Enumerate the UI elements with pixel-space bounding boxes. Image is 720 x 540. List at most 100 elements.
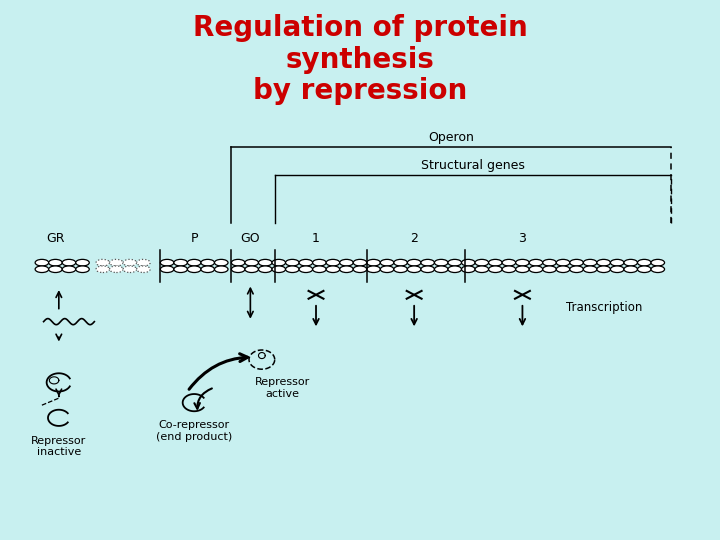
Ellipse shape <box>434 266 448 273</box>
Ellipse shape <box>516 259 529 266</box>
Ellipse shape <box>109 259 123 266</box>
Ellipse shape <box>109 266 123 273</box>
Ellipse shape <box>408 259 421 266</box>
Ellipse shape <box>62 266 76 273</box>
Ellipse shape <box>502 266 516 273</box>
Ellipse shape <box>161 259 174 266</box>
Ellipse shape <box>123 266 137 273</box>
Ellipse shape <box>231 266 245 273</box>
Ellipse shape <box>543 259 557 266</box>
Ellipse shape <box>96 259 109 266</box>
Ellipse shape <box>637 259 651 266</box>
Ellipse shape <box>394 266 408 273</box>
Ellipse shape <box>434 259 448 266</box>
Ellipse shape <box>326 259 340 266</box>
Ellipse shape <box>408 266 421 273</box>
Text: Structural genes: Structural genes <box>421 159 526 172</box>
Ellipse shape <box>651 266 665 273</box>
Text: Regulation of protein
synthesis
by repression: Regulation of protein synthesis by repre… <box>193 15 527 105</box>
Ellipse shape <box>49 259 62 266</box>
Ellipse shape <box>597 266 611 273</box>
Ellipse shape <box>583 266 597 273</box>
Ellipse shape <box>651 259 665 266</box>
Text: 2: 2 <box>410 232 418 245</box>
Ellipse shape <box>637 266 651 273</box>
Ellipse shape <box>421 259 434 266</box>
Ellipse shape <box>245 266 258 273</box>
Ellipse shape <box>354 259 366 266</box>
Text: Co-repressor
(end product): Co-repressor (end product) <box>156 420 233 442</box>
Ellipse shape <box>624 259 637 266</box>
Text: P: P <box>190 232 198 245</box>
Ellipse shape <box>35 266 49 273</box>
Ellipse shape <box>448 266 462 273</box>
Ellipse shape <box>187 266 201 273</box>
Ellipse shape <box>312 266 326 273</box>
Ellipse shape <box>35 259 49 266</box>
Ellipse shape <box>215 259 228 266</box>
Ellipse shape <box>421 266 434 273</box>
Ellipse shape <box>475 259 489 266</box>
Ellipse shape <box>62 259 76 266</box>
Ellipse shape <box>258 259 272 266</box>
Ellipse shape <box>543 266 557 273</box>
Ellipse shape <box>137 266 150 273</box>
Ellipse shape <box>570 259 583 266</box>
Ellipse shape <box>201 266 215 273</box>
Ellipse shape <box>597 259 611 266</box>
Ellipse shape <box>340 266 354 273</box>
Ellipse shape <box>354 266 366 273</box>
Ellipse shape <box>201 259 215 266</box>
Text: GR: GR <box>46 232 65 245</box>
Text: Transcription: Transcription <box>567 301 643 314</box>
Ellipse shape <box>529 266 543 273</box>
Ellipse shape <box>529 259 543 266</box>
Ellipse shape <box>272 266 286 273</box>
Ellipse shape <box>475 266 489 273</box>
Ellipse shape <box>624 266 637 273</box>
Ellipse shape <box>570 266 583 273</box>
Ellipse shape <box>557 259 570 266</box>
Ellipse shape <box>394 259 408 266</box>
Ellipse shape <box>448 259 462 266</box>
Ellipse shape <box>231 259 245 266</box>
Ellipse shape <box>380 266 394 273</box>
Ellipse shape <box>286 266 299 273</box>
Text: 3: 3 <box>518 232 526 245</box>
Ellipse shape <box>245 259 258 266</box>
Ellipse shape <box>326 266 340 273</box>
Ellipse shape <box>215 266 228 273</box>
Ellipse shape <box>137 259 150 266</box>
Ellipse shape <box>462 259 475 266</box>
Ellipse shape <box>489 266 502 273</box>
Ellipse shape <box>312 259 326 266</box>
Ellipse shape <box>611 259 624 266</box>
Ellipse shape <box>174 266 187 273</box>
Ellipse shape <box>516 266 529 273</box>
Text: GO: GO <box>240 232 260 245</box>
Ellipse shape <box>489 259 502 266</box>
Ellipse shape <box>123 259 137 266</box>
Text: 1: 1 <box>312 232 320 245</box>
Ellipse shape <box>340 259 354 266</box>
Ellipse shape <box>462 266 475 273</box>
Ellipse shape <box>611 266 624 273</box>
Ellipse shape <box>76 266 89 273</box>
Ellipse shape <box>161 266 174 273</box>
Text: Operon: Operon <box>428 131 474 144</box>
Ellipse shape <box>299 266 312 273</box>
Ellipse shape <box>380 259 394 266</box>
Ellipse shape <box>286 259 299 266</box>
Ellipse shape <box>299 259 312 266</box>
Ellipse shape <box>366 266 380 273</box>
Ellipse shape <box>272 259 286 266</box>
Text: Repressor
active: Repressor active <box>255 377 310 399</box>
Ellipse shape <box>557 266 570 273</box>
Ellipse shape <box>187 259 201 266</box>
Ellipse shape <box>502 259 516 266</box>
Ellipse shape <box>76 259 89 266</box>
Ellipse shape <box>49 266 62 273</box>
Ellipse shape <box>96 266 109 273</box>
Text: Repressor
inactive: Repressor inactive <box>31 436 86 457</box>
Ellipse shape <box>258 266 272 273</box>
